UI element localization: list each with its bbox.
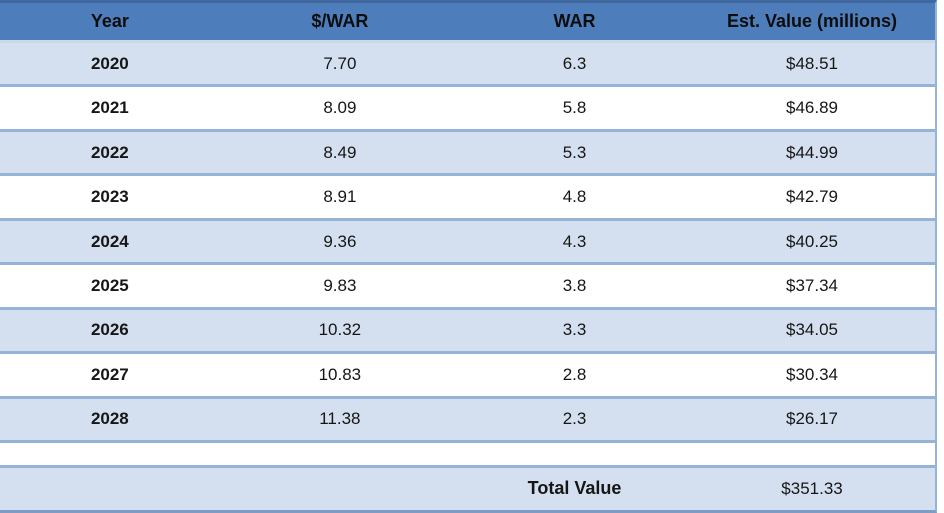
- war-cell: 4.8: [562, 187, 587, 207]
- est-value-cell: $30.34: [786, 364, 838, 384]
- table-header-row: Year $/WAR WAR Est. Value (millions): [0, 3, 935, 40]
- war-cell: 6.3: [562, 53, 587, 73]
- table-row: 2026 10.32 3.3 $34.05: [0, 306, 935, 352]
- war-cell: 5.8: [562, 98, 587, 118]
- year-cell: 2021: [90, 98, 129, 118]
- dollar-per-war-cell: 8.09: [323, 98, 357, 118]
- war-cell: 2.3: [562, 409, 587, 429]
- table-row: 2028 11.38 2.3 $26.17: [0, 395, 935, 441]
- year-cell: 2023: [90, 187, 129, 207]
- est-value-cell: $34.05: [786, 320, 838, 340]
- dollar-per-war-cell: 10.83: [318, 364, 362, 384]
- table-row: 2027 10.83 2.8 $30.34: [0, 351, 935, 396]
- war-cell: 3.3: [562, 320, 587, 340]
- table-row: 2024 9.36 4.3 $40.25: [0, 217, 935, 263]
- est-value-cell: $40.25: [786, 231, 838, 251]
- war-cell: 3.8: [562, 275, 587, 295]
- table-row: 2025 9.83 3.8 $37.34: [0, 262, 935, 307]
- total-value-label: Total Value: [527, 478, 622, 499]
- year-cell: 2026: [90, 320, 129, 340]
- year-cell: 2028: [90, 409, 129, 429]
- year-cell: 2022: [90, 142, 129, 162]
- est-value-cell: $46.89: [786, 98, 838, 118]
- est-value-cell: $26.17: [786, 409, 838, 429]
- dollar-per-war-cell: 8.49: [323, 142, 357, 162]
- dollar-per-war-cell: 10.32: [318, 320, 362, 340]
- table-row: 2022 8.49 5.3 $44.99: [0, 128, 935, 174]
- dollar-per-war-cell: 11.38: [319, 409, 361, 429]
- war-cell: 2.8: [562, 364, 587, 384]
- dollar-per-war-cell: 8.91: [323, 187, 357, 207]
- table-row: 2021 8.09 5.8 $46.89: [0, 84, 935, 129]
- dollar-per-war-cell: 9.83: [323, 275, 357, 295]
- year-cell: 2020: [90, 53, 129, 73]
- table-row: 2023 8.91 4.8 $42.79: [0, 173, 935, 218]
- est-value-cell: $37.34: [786, 275, 838, 295]
- table-row: 2020 7.70 6.3 $48.51: [0, 40, 935, 85]
- year-cell: 2025: [90, 275, 129, 295]
- est-value-cell: $44.99: [786, 142, 838, 162]
- war-cell: 5.3: [562, 142, 587, 162]
- war-cell: 4.3: [562, 231, 587, 251]
- column-header-year: Year: [90, 11, 129, 31]
- est-value-cell: $48.51: [786, 53, 838, 73]
- year-cell: 2024: [90, 231, 129, 251]
- column-header-war: WAR: [553, 11, 596, 31]
- blank-row: [0, 440, 935, 465]
- dollar-per-war-cell: 9.36: [323, 231, 357, 251]
- total-row: Total Value $351.33: [0, 464, 935, 510]
- est-value-cell: $42.79: [786, 187, 838, 207]
- column-header-dollar-per-war: $/WAR: [311, 11, 369, 31]
- year-cell: 2027: [90, 364, 129, 384]
- column-header-est-value: Est. Value (millions): [726, 11, 898, 31]
- total-value-amount: $351.33: [781, 478, 843, 498]
- dollar-per-war-cell: 7.70: [323, 53, 357, 73]
